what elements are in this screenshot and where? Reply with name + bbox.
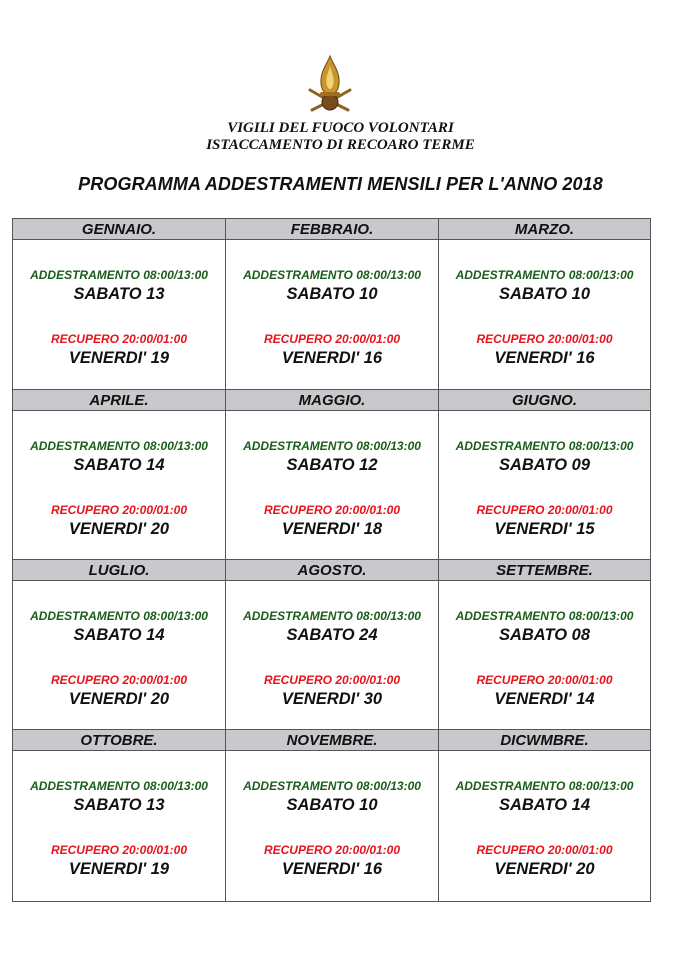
org-name-line2: ISTACCAMENTO DI RECOARO TERME <box>206 137 475 153</box>
recovery-time: RECUPERO 20:00/01:00 <box>50 332 188 346</box>
recovery-day: VENERDI' 20 <box>68 520 170 538</box>
month-header: SETTEMBRE. <box>439 560 650 581</box>
training-time: ADDESTRAMENTO 08:00/13:00 <box>30 268 208 282</box>
recovery-day: VENERDI' 20 <box>68 690 170 708</box>
training-day: SABATO 10 <box>286 285 378 303</box>
month-cell: ADDESTRAMENTO 08:00/13:00 SABATO 13 RECU… <box>13 751 226 901</box>
training-day: SABATO 14 <box>498 796 591 814</box>
training-day: SABATO 12 <box>286 456 378 474</box>
schedule-table: GENNAIO. FEBBRAIO. MARZO. ADDESTRAMENTO 08… <box>12 218 651 902</box>
month-header: MAGGIO. <box>226 390 439 411</box>
month-header: OTTOBRE. <box>13 730 226 751</box>
month-header: AGOSTO. <box>226 560 439 581</box>
month-header: GIUGNO. <box>439 390 650 411</box>
recovery-day: VENERDI' 15 <box>494 520 595 538</box>
recovery-day: VENERDI' 16 <box>281 860 383 878</box>
month-cell: ADDESTRAMENTO 08:00/13:00 SABATO 09 RECU… <box>439 411 650 560</box>
recovery-time: RECUPERO 20:00/01:00 <box>50 503 188 517</box>
training-time: ADDESTRAMENTO 08:00/13:00 <box>243 779 421 793</box>
recovery-day: VENERDI' 19 <box>68 349 170 367</box>
recovery-time: RECUPERO 20:00/01:00 <box>263 673 401 687</box>
recovery-time: RECUPERO 20:00/01:00 <box>50 673 188 687</box>
recovery-time: RECUPERO 20:00/01:00 <box>476 503 613 517</box>
month-header: FEBBRAIO. <box>226 219 439 240</box>
month-cell: ADDESTRAMENTO 08:00/13:00 SABATO 10 RECU… <box>439 240 650 390</box>
training-time: ADDESTRAMENTO 08:00/13:00 <box>455 609 634 623</box>
month-cell: ADDESTRAMENTO 08:00/13:00 SABATO 10 RECU… <box>226 751 439 901</box>
training-day: SABATO 14 <box>73 626 165 644</box>
recovery-day: VENERDI' 16 <box>494 349 595 367</box>
recovery-day: VENERDI' 30 <box>281 690 383 708</box>
recovery-day: VENERDI' 19 <box>68 860 170 878</box>
recovery-day: VENERDI' 14 <box>494 690 595 708</box>
training-time: ADDESTRAMENTO 08:00/13:00 <box>30 439 208 453</box>
training-day: SABATO 13 <box>73 285 165 303</box>
month-header: GENNAIO. <box>13 219 226 240</box>
training-time: ADDESTRAMENTO 08:00/13:00 <box>243 439 421 453</box>
recovery-time: RECUPERO 20:00/01:00 <box>476 843 613 857</box>
recovery-time: RECUPERO 20:00/01:00 <box>263 843 401 857</box>
training-time: ADDESTRAMENTO 08:00/13:00 <box>455 779 634 793</box>
month-cell: ADDESTRAMENTO 08:00/13:00 SABATO 24 RECU… <box>226 581 439 730</box>
training-time: ADDESTRAMENTO 08:00/13:00 <box>455 268 634 282</box>
training-day: SABATO 08 <box>498 626 591 644</box>
month-header: NOVEMBRE. <box>226 730 439 751</box>
training-time: ADDESTRAMENTO 08:00/13:00 <box>243 609 421 623</box>
month-cell: ADDESTRAMENTO 08:00/13:00 SABATO 08 RECU… <box>439 581 650 730</box>
training-day: SABATO 10 <box>498 285 591 303</box>
month-cell: ADDESTRAMENTO 08:00/13:00 SABATO 10 RECU… <box>226 240 439 390</box>
month-cell: ADDESTRAMENTO 08:00/13:00 SABATO 14 RECU… <box>439 751 650 901</box>
month-header: DICWMBRE. <box>439 730 650 751</box>
training-day: SABATO 14 <box>73 456 165 474</box>
recovery-time: RECUPERO 20:00/01:00 <box>476 673 613 687</box>
training-day: SABATO 24 <box>286 626 378 644</box>
month-cell: ADDESTRAMENTO 08:00/13:00 SABATO 14 RECU… <box>13 411 226 560</box>
recovery-day: VENERDI' 20 <box>494 860 595 878</box>
recovery-time: RECUPERO 20:00/01:00 <box>263 503 401 517</box>
recovery-time: RECUPERO 20:00/01:00 <box>476 332 613 346</box>
month-cell: ADDESTRAMENTO 08:00/13:00 SABATO 12 RECU… <box>226 411 439 560</box>
document-title: PROGRAMMA ADDESTRAMENTI MENSILI PER L'AN… <box>78 174 603 194</box>
month-cell: ADDESTRAMENTO 08:00/13:00 SABATO 13 RECU… <box>13 240 226 390</box>
month-cell: ADDESTRAMENTO 08:00/13:00 SABATO 14 RECU… <box>13 581 226 730</box>
org-name-line1: VIGILI DEL FUOCO VOLONTARI <box>227 120 454 136</box>
recovery-time: RECUPERO 20:00/01:00 <box>50 843 188 857</box>
training-time: ADDESTRAMENTO 08:00/13:00 <box>30 779 208 793</box>
training-time: ADDESTRAMENTO 08:00/13:00 <box>30 609 208 623</box>
recovery-day: VENERDI' 18 <box>281 520 383 538</box>
training-day: SABATO 10 <box>286 796 378 814</box>
training-time: ADDESTRAMENTO 08:00/13:00 <box>243 268 421 282</box>
recovery-time: RECUPERO 20:00/01:00 <box>263 332 401 346</box>
training-day: SABATO 09 <box>498 456 591 474</box>
month-header: MARZO. <box>439 219 650 240</box>
training-time: ADDESTRAMENTO 08:00/13:00 <box>455 439 634 453</box>
month-header: APRILE. <box>13 390 226 411</box>
month-header: LUGLIO. <box>13 560 226 581</box>
training-day: SABATO 13 <box>73 796 165 814</box>
recovery-day: VENERDI' 16 <box>281 349 383 367</box>
fire-brigade-emblem-icon <box>308 54 352 112</box>
